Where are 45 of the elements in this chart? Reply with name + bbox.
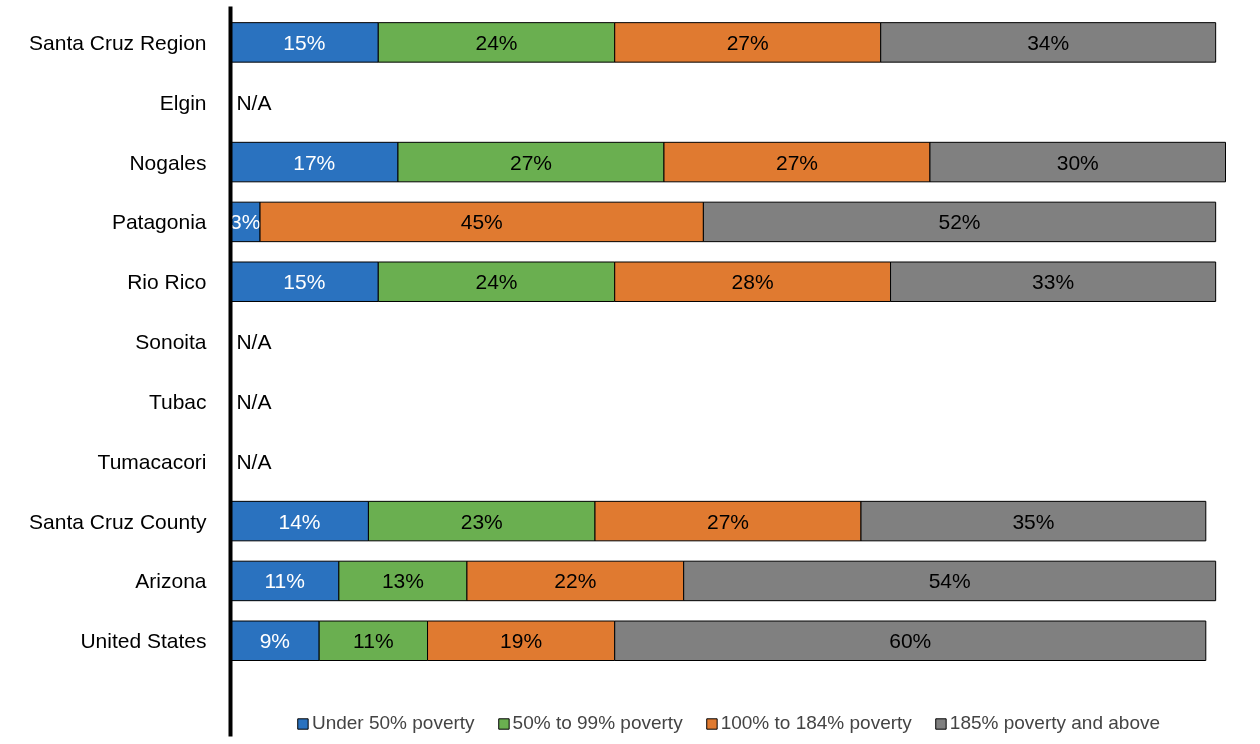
y-tick-label: Rio Rico: [127, 270, 207, 294]
legend-label: 185% poverty and above: [949, 712, 1161, 734]
data-label: 34%: [1027, 30, 1070, 54]
data-label: 11%: [264, 569, 305, 593]
y-tick-label: Elgin: [159, 90, 207, 114]
y-tick-label: Tubac: [148, 389, 207, 413]
data-label: 24%: [475, 30, 518, 54]
data-label: 14%: [278, 509, 321, 533]
data-label: 13%: [381, 569, 424, 593]
data-label: 15%: [283, 30, 326, 54]
data-label: 52%: [938, 210, 981, 234]
data-label: 15%: [283, 270, 326, 294]
data-label: 27%: [509, 150, 552, 174]
data-label: 24%: [475, 270, 518, 294]
data-label: 23%: [460, 509, 503, 533]
data-label: 60%: [889, 629, 932, 653]
y-tick-label: Sonoita: [135, 330, 207, 354]
data-label: 11%: [353, 629, 394, 653]
data-label: 9%: [259, 629, 291, 653]
legend-label: 50% to 99% poverty: [512, 712, 683, 734]
data-label: 33%: [1032, 270, 1075, 294]
y-tick-label: Santa Cruz Region: [29, 30, 207, 54]
data-label: 17%: [293, 150, 336, 174]
annotation: N/A: [236, 330, 272, 354]
data-label: 28%: [731, 270, 774, 294]
annotation: N/A: [236, 389, 272, 413]
data-label: 19%: [500, 629, 543, 653]
data-label: 35%: [1012, 509, 1055, 533]
y-tick-label: Arizona: [135, 569, 207, 593]
data-label: 30%: [1056, 150, 1099, 174]
data-label: 27%: [726, 30, 769, 54]
data-label: 27%: [706, 509, 750, 533]
y-tick-label: Santa Cruz County: [29, 509, 207, 533]
annotation: N/A: [236, 90, 272, 114]
y-tick-label: Tumacacori: [97, 449, 207, 473]
legend-label: Under 50% poverty: [311, 712, 475, 734]
y-tick-label: United States: [80, 629, 207, 653]
data-label: 45%: [460, 210, 503, 234]
data-label: 54%: [928, 569, 971, 593]
data-label: 22%: [554, 569, 597, 593]
y-tick-label: Nogales: [129, 150, 207, 174]
data-label: 27%: [775, 150, 818, 174]
annotation: N/A: [236, 449, 272, 473]
legend-label: 100% to 184% poverty: [720, 712, 912, 734]
y-tick-label: Patagonia: [111, 210, 207, 234]
